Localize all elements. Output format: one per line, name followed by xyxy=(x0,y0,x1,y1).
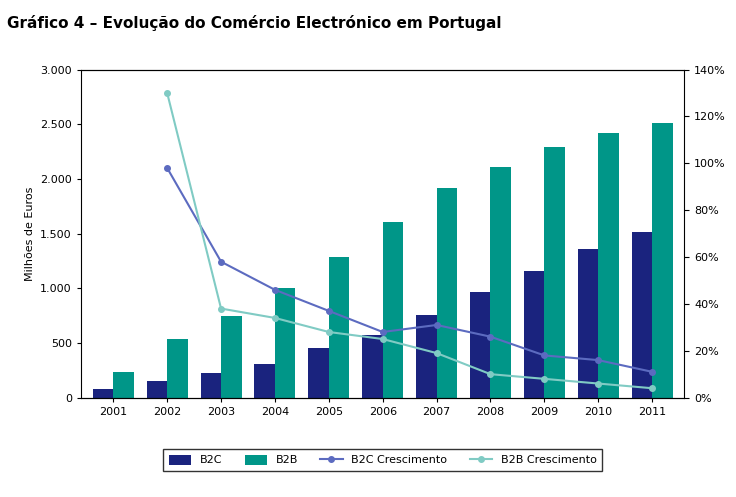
Bar xyxy=(383,222,403,398)
Bar xyxy=(275,288,295,398)
Bar xyxy=(362,335,383,398)
Bar xyxy=(167,338,188,398)
Text: Gráfico 4 – Evolução do Comércio Electrónico em Portugal: Gráfico 4 – Evolução do Comércio Electró… xyxy=(7,15,502,31)
Bar xyxy=(578,249,598,398)
Bar xyxy=(416,315,436,398)
Bar xyxy=(255,364,275,398)
Bar xyxy=(93,389,113,398)
Bar xyxy=(221,316,241,398)
Bar xyxy=(598,133,619,398)
Bar xyxy=(329,256,350,398)
Bar xyxy=(308,348,329,398)
Y-axis label: Milhões de Euros: Milhões de Euros xyxy=(24,186,35,281)
Bar xyxy=(113,372,134,398)
Bar xyxy=(652,123,673,398)
Bar xyxy=(490,167,511,398)
Bar xyxy=(470,292,490,398)
Bar xyxy=(146,381,167,398)
Bar xyxy=(631,233,652,398)
Bar xyxy=(436,188,457,398)
Bar xyxy=(545,147,565,398)
Legend: B2C, B2B, B2C Crescimento, B2B Crescimento: B2C, B2B, B2C Crescimento, B2B Crescimen… xyxy=(163,449,602,471)
Bar xyxy=(201,373,221,398)
Bar xyxy=(524,271,545,398)
